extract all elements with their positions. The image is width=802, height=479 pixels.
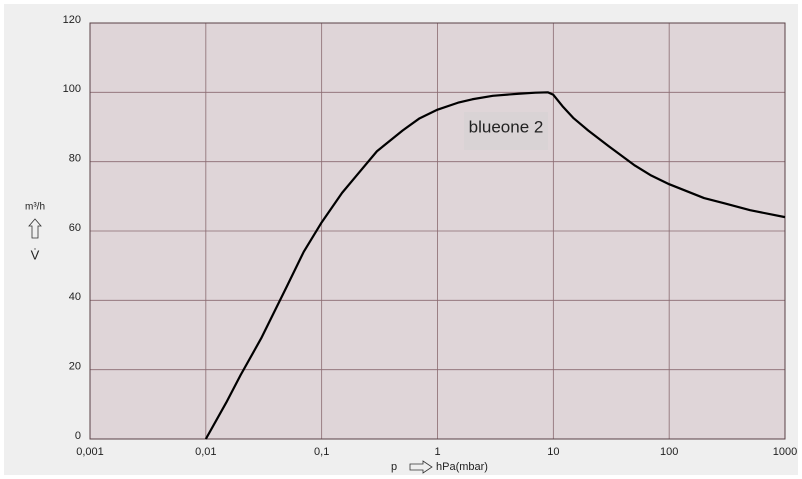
- y-tick-label: 40: [69, 291, 81, 303]
- annotation-box: [464, 112, 548, 150]
- y-tick-label: 20: [69, 361, 81, 373]
- x-tick-label: 10: [547, 446, 559, 458]
- x-tick-label: 100: [660, 446, 678, 458]
- x-axis-symbol: p: [391, 461, 397, 473]
- plot-border: [89, 22, 786, 440]
- y-tick-label: 100: [63, 83, 81, 95]
- curve: [204, 91, 786, 440]
- y-axis-unit: m³/h: [25, 202, 45, 213]
- x-tick-label: 0,001: [76, 446, 104, 458]
- x-axis-unit: hPa(mbar): [436, 461, 488, 473]
- x-tick-label: 0,01: [195, 446, 216, 458]
- x-axis-arrow: [409, 460, 433, 474]
- y-tick-label: 60: [69, 222, 81, 234]
- y-tick-label: 80: [69, 153, 81, 165]
- y-axis-symbol: V̇: [31, 247, 40, 262]
- x-tick-label: 1000: [773, 446, 797, 458]
- x-tick-label: 0,1: [314, 446, 329, 458]
- y-tick-label: 0: [75, 430, 81, 442]
- y-axis-arrow: [28, 218, 42, 239]
- y-tick-label: 120: [63, 14, 81, 26]
- x-tick-label: 1: [434, 446, 440, 458]
- annotation: blueone 2: [469, 117, 544, 136]
